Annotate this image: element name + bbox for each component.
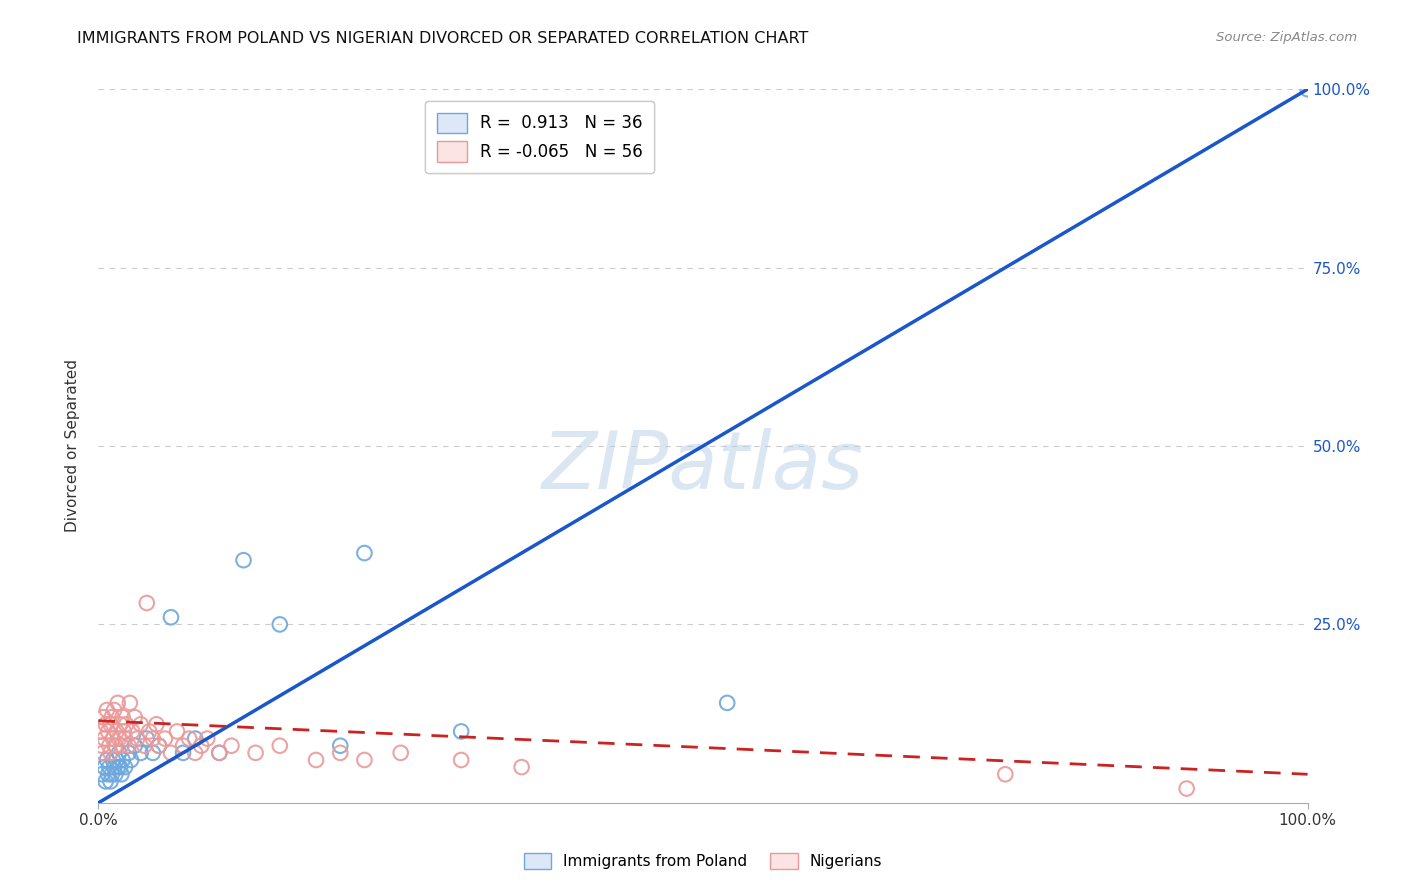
Point — [108, 717, 131, 731]
Point — [110, 739, 132, 753]
Point — [111, 753, 134, 767]
Point — [1296, 82, 1319, 96]
Point — [118, 696, 141, 710]
Point — [245, 746, 267, 760]
Point — [160, 610, 183, 624]
Point — [97, 767, 120, 781]
Point — [100, 774, 122, 789]
Point — [124, 710, 146, 724]
Point — [179, 731, 201, 746]
Point — [353, 546, 375, 560]
Point — [120, 753, 142, 767]
Point — [104, 739, 127, 753]
Point — [96, 753, 118, 767]
Point — [108, 731, 131, 746]
Point — [166, 724, 188, 739]
Point — [101, 731, 124, 746]
Point — [142, 746, 165, 760]
Text: ZIPatlas: ZIPatlas — [541, 428, 865, 507]
Point — [329, 746, 352, 760]
Point — [135, 731, 157, 746]
Point — [96, 703, 118, 717]
Point — [329, 739, 352, 753]
Point — [232, 553, 254, 567]
Point — [127, 731, 149, 746]
Point — [138, 724, 160, 739]
Point — [91, 710, 114, 724]
Point — [104, 767, 127, 781]
Point — [1175, 781, 1198, 796]
Point — [98, 760, 121, 774]
Point — [450, 753, 472, 767]
Point — [100, 767, 122, 781]
Point — [450, 724, 472, 739]
Point — [90, 724, 112, 739]
Point — [105, 724, 128, 739]
Point — [91, 767, 114, 781]
Point — [112, 724, 135, 739]
Point — [208, 746, 231, 760]
Point — [353, 753, 375, 767]
Point — [94, 774, 117, 789]
Text: IMMIGRANTS FROM POLAND VS NIGERIAN DIVORCED OR SEPARATED CORRELATION CHART: IMMIGRANTS FROM POLAND VS NIGERIAN DIVOR… — [77, 31, 808, 46]
Point — [145, 717, 167, 731]
Point — [118, 739, 141, 753]
Point — [94, 717, 117, 731]
Point — [111, 710, 134, 724]
Point — [135, 596, 157, 610]
Point — [389, 746, 412, 760]
Legend: Immigrants from Poland, Nigerians: Immigrants from Poland, Nigerians — [517, 847, 889, 875]
Point — [97, 724, 120, 739]
Point — [172, 739, 194, 753]
Point — [100, 710, 122, 724]
Point — [142, 731, 165, 746]
Point — [121, 724, 143, 739]
Point — [114, 731, 136, 746]
Point — [91, 739, 114, 753]
Point — [103, 703, 125, 717]
Point — [93, 731, 115, 746]
Point — [100, 746, 122, 760]
Point — [160, 746, 183, 760]
Point — [108, 760, 131, 774]
Point — [129, 717, 152, 731]
Point — [148, 739, 170, 753]
Point — [994, 767, 1017, 781]
Y-axis label: Divorced or Separated: Divorced or Separated — [65, 359, 80, 533]
Point — [184, 731, 207, 746]
Point — [190, 739, 212, 753]
Point — [305, 753, 328, 767]
Point — [100, 717, 122, 731]
Point — [91, 746, 114, 760]
Point — [115, 717, 138, 731]
Point — [172, 746, 194, 760]
Point — [103, 760, 125, 774]
Point — [129, 746, 152, 760]
Point — [108, 746, 131, 760]
Legend: R =  0.913   N = 36, R = -0.065   N = 56: R = 0.913 N = 36, R = -0.065 N = 56 — [425, 101, 654, 173]
Point — [98, 739, 121, 753]
Point — [101, 753, 124, 767]
Point — [208, 746, 231, 760]
Point — [105, 753, 128, 767]
Point — [118, 746, 141, 760]
Text: Source: ZipAtlas.com: Source: ZipAtlas.com — [1216, 31, 1357, 45]
Point — [124, 739, 146, 753]
Point — [510, 760, 533, 774]
Point — [93, 760, 115, 774]
Point — [114, 760, 136, 774]
Point — [110, 767, 132, 781]
Point — [107, 760, 129, 774]
Point — [716, 696, 738, 710]
Point — [221, 739, 243, 753]
Point — [195, 731, 218, 746]
Point — [153, 731, 176, 746]
Point — [107, 696, 129, 710]
Point — [134, 739, 156, 753]
Point — [148, 739, 170, 753]
Point — [269, 617, 291, 632]
Point — [269, 739, 291, 753]
Point — [184, 746, 207, 760]
